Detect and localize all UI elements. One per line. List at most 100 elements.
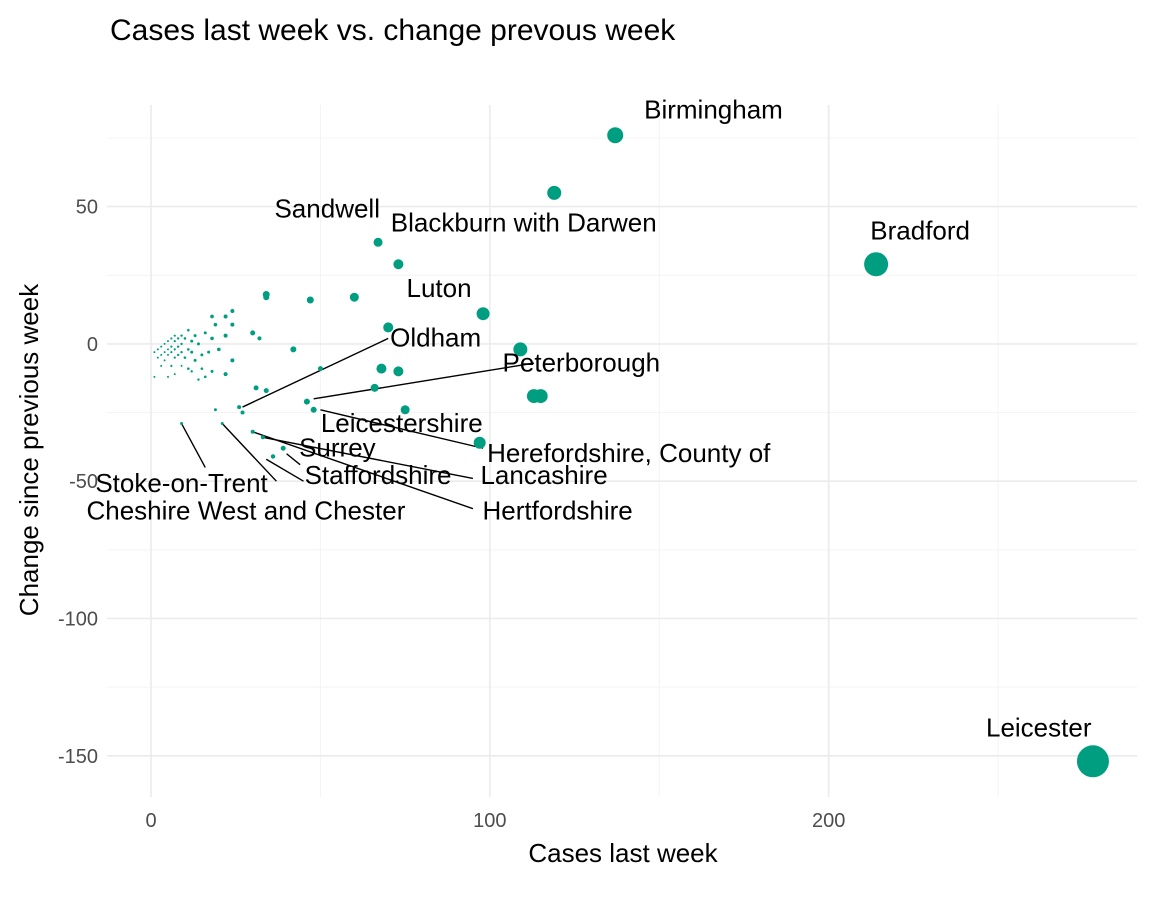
data-point: [200, 367, 204, 370]
data-point: [253, 385, 259, 391]
data-point: [183, 337, 187, 340]
y-tick-label: 0: [87, 334, 98, 356]
point-label: Blackburn with Darwen: [391, 207, 657, 237]
data-point: [173, 334, 176, 337]
x-tick-label: 0: [145, 810, 156, 832]
data-point: [156, 348, 159, 351]
leader-line: [320, 409, 484, 449]
data-point: [250, 330, 256, 336]
data-point: [349, 292, 359, 302]
point-label: Staffordshire: [305, 460, 452, 490]
data-point: [864, 252, 889, 277]
y-tick-label: -150: [58, 746, 98, 768]
point-label: Luton: [407, 273, 472, 303]
data-point: [217, 347, 221, 352]
point-label: Bradford: [870, 216, 970, 246]
point-label: Sandwell: [274, 194, 380, 224]
data-point: [187, 348, 190, 351]
data-point: [153, 375, 156, 378]
data-point: [200, 353, 204, 357]
data-point: [173, 348, 176, 351]
point-label: Stoke-on-Trent: [95, 468, 268, 498]
data-point: [240, 410, 245, 415]
data-point: [196, 342, 200, 346]
point-label: Birmingham: [644, 95, 783, 125]
data-point: [163, 359, 166, 362]
x-tick-label: 100: [473, 810, 506, 832]
data-point: [153, 351, 156, 354]
data-point: [160, 345, 163, 348]
gridlines: [107, 105, 1137, 797]
leader-line: [221, 423, 277, 482]
data-point: [190, 370, 193, 373]
data-point: [213, 408, 217, 412]
data-point: [210, 369, 214, 373]
point-labels: Birmingham Bradford Leicester Sandwell Black…: [86, 95, 1091, 743]
point-label: Leicestershire: [321, 408, 483, 438]
data-point: [223, 372, 228, 377]
data-point: [170, 337, 173, 340]
data-point: [170, 345, 173, 348]
data-point: [373, 237, 383, 247]
data-point: [166, 348, 169, 351]
data-point: [230, 308, 235, 313]
x-axis-title: Cases last week: [528, 838, 718, 868]
data-point: [176, 345, 180, 348]
leader-line: [313, 362, 535, 400]
data-point: [176, 337, 180, 340]
data-point: [166, 340, 169, 343]
data-point: [223, 333, 228, 338]
data-point: [223, 314, 228, 319]
point-label: Lancashire: [480, 460, 607, 490]
data-point: [163, 342, 166, 345]
data-point: [180, 334, 183, 337]
data-point: [476, 307, 490, 321]
data-point: [513, 342, 528, 357]
label-leader-lines: [180, 337, 535, 510]
tick-labels: 0 100 200 -150 -100 -50 0 50: [58, 197, 845, 832]
data-point: [533, 389, 548, 404]
data-point: [280, 445, 286, 451]
point-label: Peterborough: [503, 347, 661, 377]
data-point: [160, 353, 163, 356]
data-point: [400, 405, 410, 415]
data-point: [193, 334, 197, 338]
data-point: [230, 322, 235, 327]
data-point: [156, 356, 159, 359]
chart-title: Cases last week vs. change prevous week: [110, 14, 676, 47]
data-point: [170, 351, 173, 354]
data-point: [190, 339, 194, 343]
y-tick-label: 50: [76, 197, 98, 219]
data-point: [187, 367, 190, 370]
data-point: [393, 259, 404, 270]
data-point: [220, 422, 224, 426]
data-point: [306, 296, 314, 304]
data-point: [383, 322, 394, 333]
data-point: [250, 429, 255, 434]
data-point: [190, 350, 194, 354]
data-point: [166, 353, 169, 356]
data-point: [263, 294, 270, 301]
point-label: Herefordshire, County of: [487, 438, 771, 468]
data-point: [376, 363, 387, 374]
data-point: [163, 351, 166, 354]
leader-line: [252, 431, 474, 510]
y-tick-label: -100: [58, 609, 98, 631]
data-points: [153, 127, 1109, 778]
data-point: [237, 405, 242, 410]
data-point: [203, 331, 207, 335]
data-point: [210, 314, 214, 319]
data-point: [207, 350, 211, 354]
data-point: [317, 366, 323, 372]
data-point: [547, 185, 562, 200]
point-label: Leicester: [986, 713, 1092, 743]
data-point: [213, 322, 218, 327]
data-point: [170, 364, 173, 367]
data-point: [473, 436, 486, 449]
data-point: [263, 388, 269, 394]
data-point: [180, 422, 184, 426]
data-point: [180, 364, 183, 367]
data-point: [310, 406, 317, 413]
data-point: [270, 454, 276, 459]
